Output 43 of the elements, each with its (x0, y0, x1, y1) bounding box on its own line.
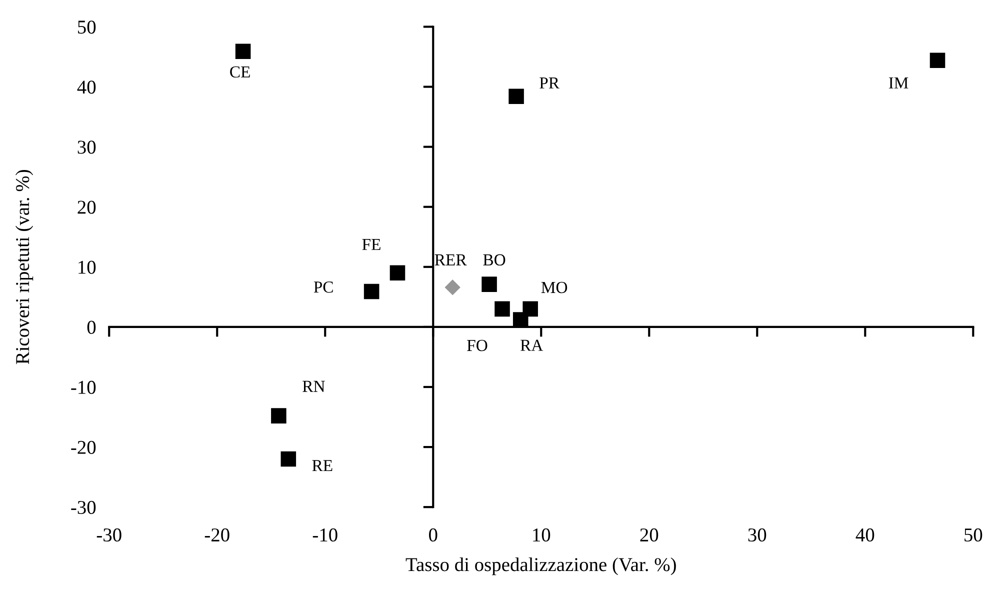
point (512, 312, 528, 328)
x-tick-label: -20 (204, 528, 230, 542)
annotation: CE (230, 66, 250, 78)
x-tick-label: 40 (856, 528, 874, 542)
point (235, 44, 251, 60)
annotation: RA (520, 340, 544, 351)
annotation: PR (540, 77, 560, 88)
y-tick-label: -10 (71, 380, 96, 394)
annotation: RE (312, 460, 332, 472)
x-tick-label: -30 (96, 528, 122, 542)
x-tick-label: -10 (312, 528, 338, 542)
y-tick-label: 20 (78, 200, 96, 214)
x-axis-title: Tasso di ospedalizzazione (Var. %) (406, 558, 676, 576)
x-tick-label: 0 (429, 528, 438, 542)
annotation: RN (302, 380, 325, 392)
y-tick-label: 10 (78, 260, 96, 274)
point (445, 280, 460, 295)
point (482, 276, 497, 292)
y-tick-label: 30 (78, 140, 96, 154)
point (271, 408, 286, 424)
y-tick-label: -30 (71, 500, 96, 514)
point (390, 265, 406, 281)
y-tick-label: 0 (87, 320, 96, 334)
annotation: FE (362, 239, 380, 250)
annotation: RER (434, 254, 467, 266)
annotation: MO (541, 282, 568, 294)
y-axis-title: Ricoveri ripetuti (var. %) (15, 170, 34, 364)
point (364, 284, 380, 300)
annotation: BO (483, 254, 506, 266)
y-tick-label: 40 (77, 80, 96, 94)
x-tick-label: 50 (964, 528, 982, 542)
annotation: PC (314, 282, 333, 293)
y-tick-label: -20 (71, 440, 96, 454)
point (930, 52, 946, 68)
annotation: IM (888, 77, 908, 88)
point (508, 88, 524, 104)
annotation: FO (467, 340, 488, 352)
x-tick-label: 10 (533, 528, 550, 542)
x-tick-label: 30 (748, 528, 766, 542)
point (280, 451, 296, 467)
y-tick-label: 50 (78, 20, 96, 34)
x-tick-label: 20 (640, 528, 658, 542)
point (494, 301, 510, 317)
